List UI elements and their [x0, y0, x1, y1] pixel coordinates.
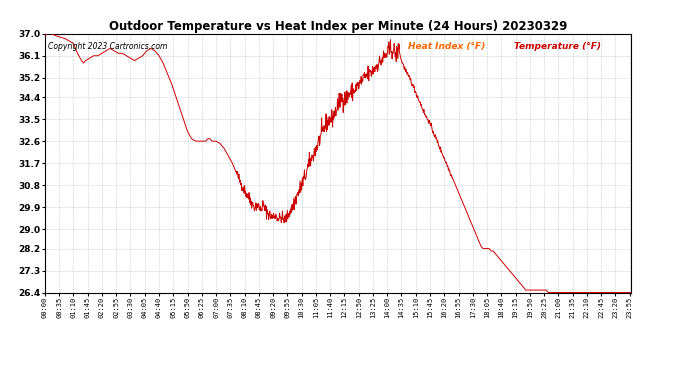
Text: Copyright 2023 Cartronics.com: Copyright 2023 Cartronics.com	[48, 42, 167, 51]
Title: Outdoor Temperature vs Heat Index per Minute (24 Hours) 20230329: Outdoor Temperature vs Heat Index per Mi…	[109, 20, 567, 33]
Text: Temperature (°F): Temperature (°F)	[514, 42, 601, 51]
Text: Heat Index (°F): Heat Index (°F)	[408, 42, 486, 51]
